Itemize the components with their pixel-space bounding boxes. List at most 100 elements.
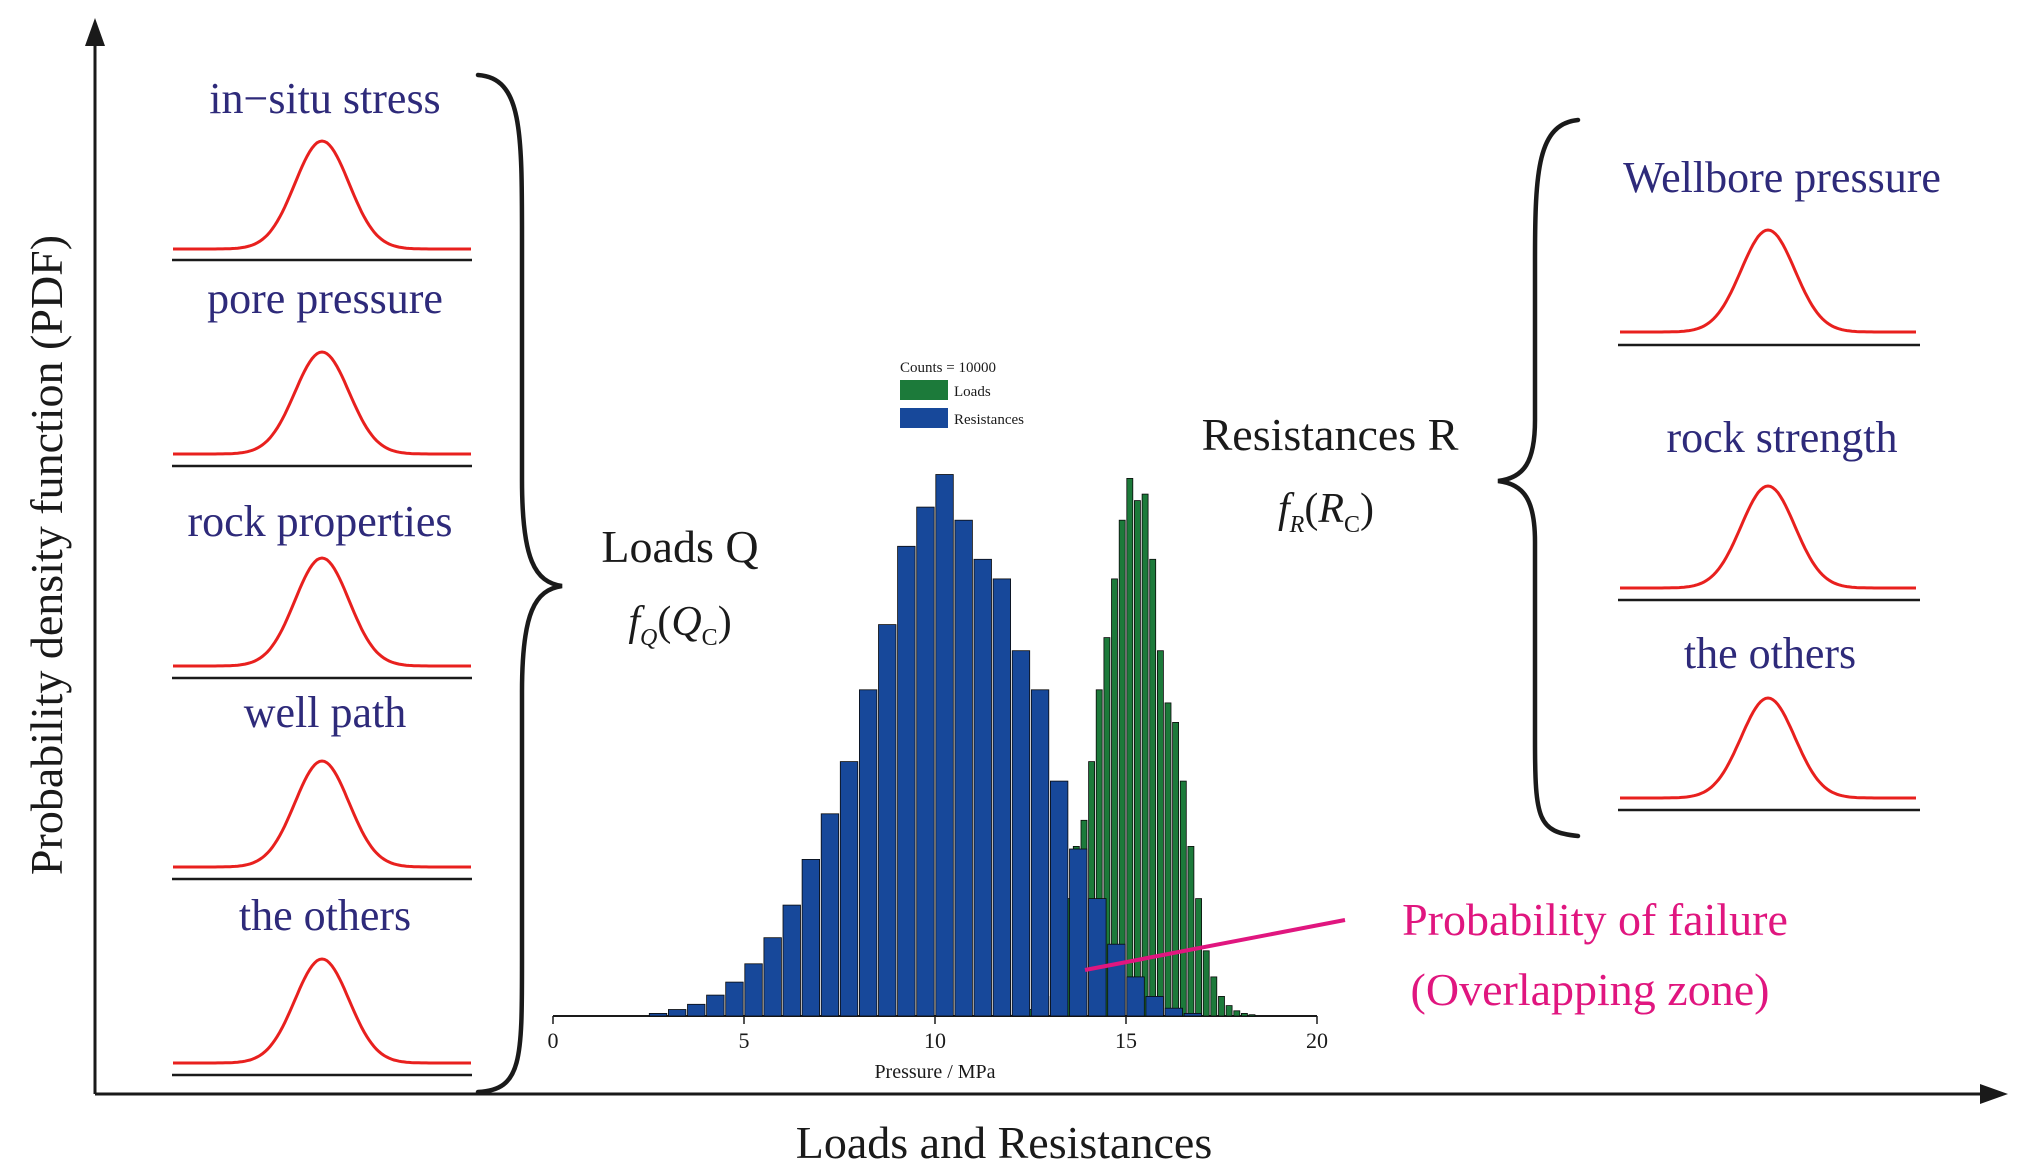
loads-title: Loads Q bbox=[601, 521, 758, 572]
resistances-bar bbox=[801, 859, 820, 1017]
loads-bar bbox=[1233, 1010, 1241, 1017]
resistances-bar bbox=[782, 904, 801, 1017]
right-factor-wellbore-pressure: Wellbore pressure bbox=[1618, 153, 1941, 347]
left-brace bbox=[475, 72, 563, 1095]
left-factor-the-others: the others bbox=[172, 891, 472, 1077]
y-axis-arrow bbox=[85, 18, 105, 46]
loads-function: fQ(QC) bbox=[628, 599, 731, 651]
resistances-function: fR(RC) bbox=[1278, 486, 1374, 538]
loads-bar bbox=[1157, 650, 1164, 1017]
right-factor-group: Wellbore pressure rock strength the othe… bbox=[1618, 153, 1941, 812]
right-factor-the-others: the others bbox=[1618, 629, 1920, 812]
loads-bar bbox=[1134, 500, 1141, 1017]
loads-bar bbox=[1179, 780, 1187, 1017]
loads-bar bbox=[1241, 1013, 1248, 1017]
factor-label: Wellbore pressure bbox=[1623, 153, 1941, 202]
loads-bar bbox=[1225, 1005, 1233, 1017]
y-axis-label: Probability density function (PDF) bbox=[21, 235, 72, 875]
left-factor-rock-properties: rock properties bbox=[172, 497, 472, 680]
resistances-bars bbox=[648, 474, 1202, 1017]
resistances-bar bbox=[1145, 996, 1164, 1017]
resistances-bar bbox=[820, 813, 840, 1017]
resistances-bar bbox=[1069, 848, 1088, 1017]
left-factor-group: in−situ stress pore pressure rock proper… bbox=[172, 74, 472, 1077]
loads-bar bbox=[1210, 976, 1218, 1017]
resistances-bar bbox=[1183, 1013, 1202, 1017]
legend-swatch-resistances bbox=[900, 408, 948, 428]
failure-label-line2: (Overlapping zone) bbox=[1411, 964, 1770, 1015]
loads-bar bbox=[1218, 996, 1225, 1017]
loads-bar bbox=[1103, 637, 1111, 1017]
factor-label: well path bbox=[244, 688, 407, 737]
pdf-curve bbox=[173, 957, 471, 1065]
pdf-curve bbox=[1620, 484, 1916, 590]
x-tick-label: 0 bbox=[548, 1028, 559, 1053]
resistances-bar bbox=[935, 474, 954, 1017]
factor-label: pore pressure bbox=[207, 274, 443, 323]
loads-label-group: Loads Q fQ(QC) bbox=[601, 521, 758, 651]
resistances-bar bbox=[763, 937, 782, 1017]
resistances-label-group: Resistances R fR(RC) bbox=[1202, 409, 1459, 538]
left-factor-pore-pressure: pore pressure bbox=[172, 274, 472, 468]
legend-label-loads: Loads bbox=[954, 384, 991, 400]
histogram-legend: Counts = 10000 Loads Resistances bbox=[900, 360, 1024, 428]
pdf-curve bbox=[1620, 696, 1916, 800]
loads-bar bbox=[1195, 898, 1202, 1017]
right-brace bbox=[1497, 117, 1581, 839]
resistances-bar bbox=[1030, 689, 1050, 1017]
factor-label: the others bbox=[239, 891, 411, 940]
resistances-bar bbox=[744, 963, 763, 1017]
factor-label: the others bbox=[1684, 629, 1856, 678]
right-factor-rock-strength: rock strength bbox=[1618, 413, 1920, 602]
histogram-x-ticks: 0 5 10 15 20 bbox=[548, 1016, 1328, 1053]
resistances-bar bbox=[839, 761, 859, 1017]
resistances-bar bbox=[725, 981, 744, 1017]
legend-swatch-loads bbox=[900, 380, 948, 400]
resistances-bar bbox=[1088, 898, 1107, 1017]
legend-label-resistances: Resistances bbox=[954, 412, 1024, 428]
loads-bar bbox=[1126, 477, 1134, 1017]
x-axis-label: Loads and Resistances bbox=[796, 1117, 1212, 1168]
pdf-curve bbox=[173, 556, 471, 668]
resistances-title: Resistances R bbox=[1202, 409, 1459, 460]
resistances-bar bbox=[668, 1009, 687, 1017]
resistances-bar bbox=[706, 994, 725, 1017]
resistances-bar bbox=[1107, 943, 1126, 1017]
x-tick-label: 15 bbox=[1115, 1028, 1137, 1053]
histogram-x-label: Pressure / MPa bbox=[874, 1061, 995, 1083]
loads-bar bbox=[1118, 519, 1126, 1017]
failure-annotation: Probability of failure (Overlapping zone… bbox=[1084, 894, 1788, 1015]
left-factor-in-situ-stress: in−situ stress bbox=[172, 74, 472, 262]
main-axes bbox=[85, 18, 2008, 1104]
resistances-bar bbox=[897, 545, 916, 1017]
x-tick-label: 5 bbox=[739, 1028, 750, 1053]
pdf-curve bbox=[1620, 228, 1916, 334]
failure-pointer-line bbox=[1084, 918, 1346, 972]
resistances-bar bbox=[1050, 780, 1069, 1017]
loads-bar bbox=[1202, 950, 1210, 1017]
resistances-bar bbox=[878, 624, 897, 1017]
resistances-bar bbox=[973, 558, 992, 1017]
legend-title: Counts = 10000 bbox=[900, 360, 996, 376]
factor-label: rock strength bbox=[1667, 413, 1898, 462]
x-tick-label: 20 bbox=[1306, 1028, 1328, 1053]
factor-label: in−situ stress bbox=[209, 74, 440, 123]
resistances-bar bbox=[1126, 976, 1145, 1017]
histogram-chart: 0 5 10 15 20 Pressure / MPa Counts = 10000 L… bbox=[548, 360, 1329, 1083]
resistances-bar bbox=[648, 1013, 668, 1017]
resistances-bar bbox=[916, 506, 935, 1017]
loads-bar bbox=[1164, 702, 1172, 1017]
x-tick-label: 10 bbox=[924, 1028, 946, 1053]
loads-bar bbox=[1172, 722, 1179, 1017]
pdf-curve bbox=[173, 759, 471, 869]
loads-bar bbox=[1187, 846, 1195, 1017]
loads-bar bbox=[1149, 558, 1157, 1017]
loads-bar bbox=[1248, 1014, 1256, 1017]
failure-label-line1: Probability of failure bbox=[1402, 894, 1788, 945]
resistances-bar bbox=[687, 1003, 706, 1017]
x-axis-arrow bbox=[1980, 1084, 2008, 1104]
factor-label: rock properties bbox=[187, 497, 452, 546]
left-factor-well-path: well path bbox=[172, 688, 472, 881]
